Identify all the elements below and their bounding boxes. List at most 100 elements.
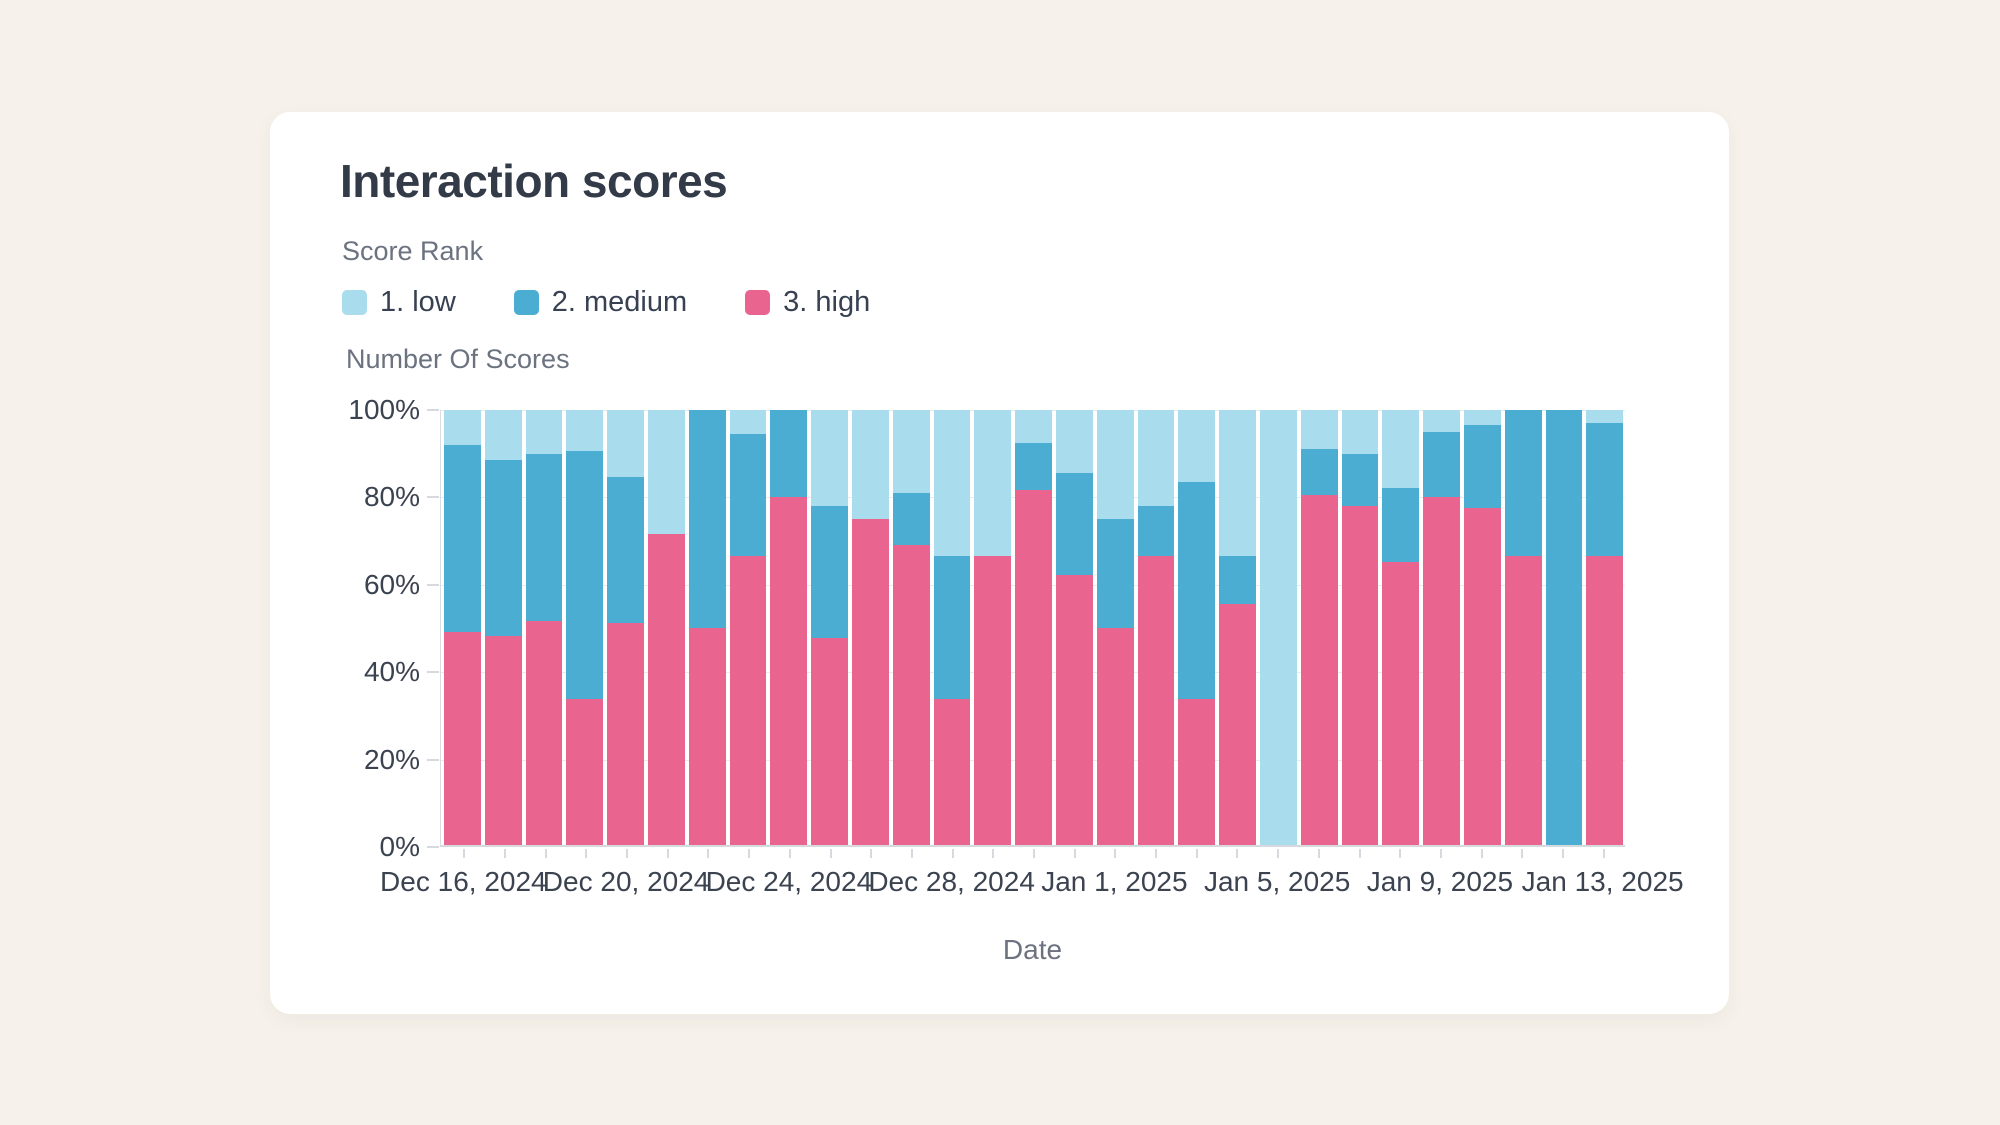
bar-segment-high[interactable]: [1219, 603, 1256, 845]
bar-segment-high[interactable]: [607, 623, 644, 845]
bar-segment-low[interactable]: [1463, 410, 1501, 426]
bar-segment-low[interactable]: [851, 410, 889, 519]
bar-segment-high[interactable]: [933, 699, 971, 845]
bar-segment-high[interactable]: [851, 518, 889, 845]
legend-item-high[interactable]: 3. high: [745, 286, 870, 319]
bar-segment-low[interactable]: [974, 410, 1012, 556]
bar-segment-medium[interactable]: [1137, 505, 1175, 556]
bar-segment-low[interactable]: [1382, 410, 1420, 489]
bar-segment-medium[interactable]: [1055, 473, 1093, 576]
bar-segment-medium[interactable]: [729, 433, 767, 556]
bar-segment-high[interactable]: [688, 627, 726, 845]
legend-item-medium[interactable]: 2. medium: [513, 286, 687, 319]
bar-segment-medium[interactable]: [1219, 555, 1256, 604]
bar-segment-low[interactable]: [444, 410, 481, 445]
bar-segment-high[interactable]: [1137, 555, 1175, 845]
bar-segment-high[interactable]: [892, 544, 930, 845]
bar-segment-medium[interactable]: [1300, 449, 1338, 495]
bar-segment-low[interactable]: [1586, 410, 1624, 424]
bar-segment-low[interactable]: [892, 410, 930, 493]
bar-segment-medium[interactable]: [1015, 442, 1052, 491]
bar-segment-high[interactable]: [1463, 507, 1501, 845]
bar-segment-high[interactable]: [1178, 699, 1216, 845]
bar-segment-medium[interactable]: [1463, 425, 1501, 508]
bar-segment-low[interactable]: [1096, 410, 1134, 519]
bar-segment-medium[interactable]: [566, 451, 604, 700]
bar-segment-medium[interactable]: [525, 453, 563, 621]
bar-segment-medium[interactable]: [1586, 423, 1624, 556]
bar-segment-medium[interactable]: [892, 492, 930, 545]
bar-segment-high[interactable]: [1586, 555, 1624, 845]
bar-segment-medium[interactable]: [933, 555, 971, 700]
bar-segment-medium[interactable]: [484, 460, 522, 637]
bar-segment-high[interactable]: [1504, 555, 1542, 845]
bar-segment-medium[interactable]: [1423, 431, 1460, 497]
bars: [444, 410, 1624, 845]
x-tick-mark: [1073, 849, 1076, 858]
page-title: Interaction scores: [340, 155, 728, 207]
x-tick-mark: [829, 849, 832, 858]
legend-item-low[interactable]: 1. low: [342, 286, 456, 319]
bar-segment-medium[interactable]: [1382, 488, 1420, 563]
bar-segment-high[interactable]: [1341, 505, 1379, 845]
bar-segment-high[interactable]: [1096, 627, 1134, 845]
bar: [1382, 410, 1420, 845]
bar-segment-low[interactable]: [933, 410, 971, 556]
bar-segment-low[interactable]: [1055, 410, 1093, 474]
y-tick-label: 0%: [379, 831, 420, 862]
bar-segment-medium[interactable]: [1341, 453, 1379, 506]
bar-segment-high[interactable]: [566, 699, 604, 845]
x-tick-mark: [463, 849, 466, 858]
bar-segment-low[interactable]: [525, 410, 563, 454]
bar-segment-medium[interactable]: [688, 410, 726, 628]
legend-swatch-high: [745, 290, 771, 315]
bar-segment-low[interactable]: [1259, 410, 1297, 845]
x-tick-mark: [870, 849, 873, 858]
bar-segment-high[interactable]: [974, 555, 1012, 845]
bar-segment-high[interactable]: [729, 555, 767, 845]
bar-segment-high[interactable]: [444, 631, 481, 845]
bar-segment-high[interactable]: [1382, 562, 1420, 845]
bar-segment-high[interactable]: [1423, 497, 1460, 845]
bar-segment-low[interactable]: [811, 410, 848, 506]
bar-segment-low[interactable]: [1137, 410, 1175, 506]
bar: [1055, 410, 1093, 845]
x-axis: Dec 16, 2024 Dec 20, 2024 Dec 24, 2024 Dec …: [380, 866, 1684, 902]
bar-segment-medium[interactable]: [811, 505, 848, 639]
bar-segment-low[interactable]: [1300, 410, 1338, 450]
x-tick-mark: [1561, 849, 1564, 858]
y-tick-label: 100%: [348, 394, 420, 425]
bar-segment-low[interactable]: [1341, 410, 1379, 454]
bar-segment-low[interactable]: [1178, 410, 1216, 482]
bar-segment-medium[interactable]: [1545, 410, 1583, 845]
y-tick-label: 40%: [363, 656, 420, 688]
bar-segment-low[interactable]: [566, 410, 604, 452]
bar-segment-low[interactable]: [1219, 410, 1256, 556]
bar-segment-medium[interactable]: [607, 477, 644, 624]
bar-segment-medium[interactable]: [1504, 410, 1542, 556]
bar-segment-medium[interactable]: [1178, 481, 1216, 700]
bar-segment-high[interactable]: [770, 497, 808, 845]
bar-segment-low[interactable]: [607, 410, 644, 478]
bar-segment-low[interactable]: [647, 410, 685, 534]
bar-segment-low[interactable]: [484, 410, 522, 461]
x-tick-mark: [1602, 849, 1605, 858]
bar-segment-high[interactable]: [484, 636, 522, 845]
bar-segment-low[interactable]: [729, 410, 767, 434]
bar-segment-high[interactable]: [1300, 494, 1338, 845]
x-tick-mark: [1439, 849, 1442, 858]
bar-segment-medium[interactable]: [770, 410, 808, 497]
y-tick-mark: [427, 496, 439, 499]
bar-segment-high[interactable]: [647, 533, 685, 845]
bar-segment-medium[interactable]: [444, 444, 481, 632]
bar-segment-high[interactable]: [1055, 575, 1093, 845]
bar-segment-high[interactable]: [525, 620, 563, 845]
y-tick-label: 20%: [363, 743, 420, 775]
bar-segment-low[interactable]: [1015, 410, 1052, 443]
bar-segment-high[interactable]: [1015, 490, 1052, 845]
bar-segment-low[interactable]: [1423, 410, 1460, 432]
bar-segment-medium[interactable]: [1096, 518, 1134, 628]
bar-segment-high[interactable]: [811, 638, 848, 845]
legend-title: Score Rank: [342, 236, 484, 266]
